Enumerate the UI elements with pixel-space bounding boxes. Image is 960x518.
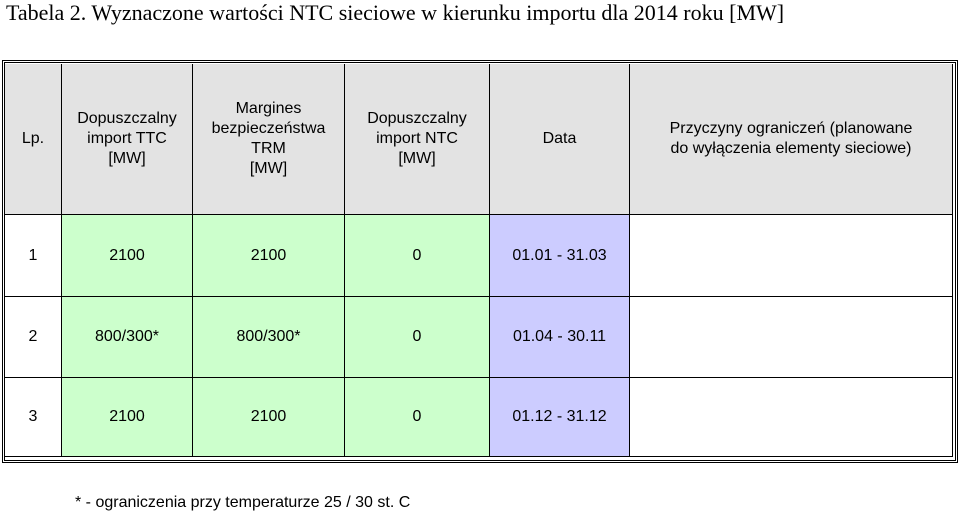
header-line: Dopuszczalny xyxy=(77,110,177,127)
table-cell: 0 xyxy=(345,297,490,378)
header-cell: Margines bezpieczeństwa TRM [MW] xyxy=(193,64,345,215)
table-cell: 2100 xyxy=(193,215,345,297)
header-line: [MW] xyxy=(249,160,288,177)
table-frame xyxy=(2,60,958,463)
table-cell: 800/300* xyxy=(193,297,345,378)
table-cell xyxy=(630,297,953,378)
table-cell xyxy=(630,378,953,457)
footnote: * - ograniczenia przy temperaturze 25 / … xyxy=(75,494,411,511)
header-cell: Lp. xyxy=(5,64,62,215)
header-line: Data xyxy=(542,130,577,147)
header-line: bezpieczeństwa xyxy=(211,120,326,137)
table-cell: 0 xyxy=(345,215,490,297)
header-cell: Dopuszczalny import NTC [MW] xyxy=(345,64,490,215)
table-cell: 01.01 - 31.03 xyxy=(490,215,630,297)
table-cell: 3 xyxy=(5,378,62,457)
header-line: TRM xyxy=(251,140,286,157)
table-cell: 800/300* xyxy=(62,297,193,378)
table-cell: 01.12 - 31.12 xyxy=(490,378,630,457)
table-cell: 2 xyxy=(5,297,62,378)
table-cell: 2100 xyxy=(62,378,193,457)
header-line: [MW] xyxy=(108,150,146,167)
table-cell: 2100 xyxy=(193,378,345,457)
title: Tabela 2. Wyznaczone wartości NTC siecio… xyxy=(6,0,785,25)
header-line: do wyłączenia elementy sieciowe) xyxy=(670,140,912,157)
header-line: Dopuszczalny xyxy=(367,110,467,127)
table-cell xyxy=(630,215,953,297)
header-cell: Data xyxy=(490,64,630,215)
table-cell: 2100 xyxy=(62,215,193,297)
header-line: Przyczyny ograniczeń (planowane xyxy=(669,120,913,137)
header-line: import TTC xyxy=(87,130,167,147)
table-cell: 0 xyxy=(345,378,490,457)
header-line: [MW] xyxy=(398,150,436,167)
header-cell: Przyczyny ograniczeń (planowane do wyłącz… xyxy=(630,64,953,215)
header-line: import NTC xyxy=(376,130,458,147)
header-cell: Dopuszczalny import TTC [MW] xyxy=(62,64,193,215)
header-line: Margines xyxy=(235,100,302,117)
header-line: Lp. xyxy=(21,130,45,147)
table-cell: 1 xyxy=(5,215,62,297)
table-cell: 01.04 - 30.11 xyxy=(490,297,630,378)
